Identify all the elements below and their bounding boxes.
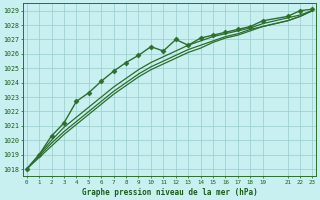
X-axis label: Graphe pression niveau de la mer (hPa): Graphe pression niveau de la mer (hPa): [82, 188, 257, 197]
